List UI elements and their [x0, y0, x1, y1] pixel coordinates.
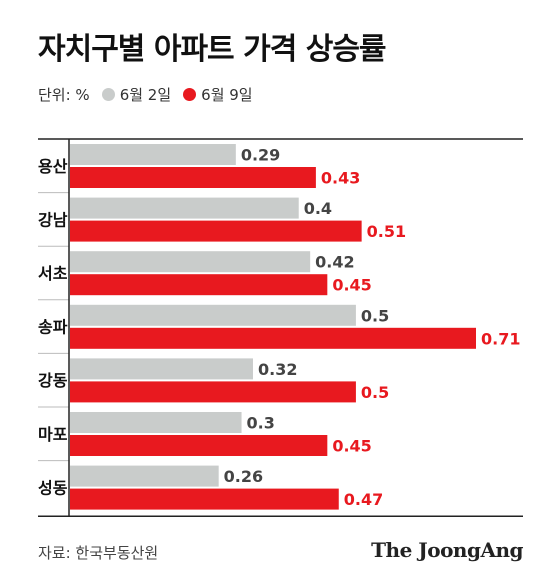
data-label-june-2: 0.3 — [247, 414, 275, 433]
category-label: 강동 — [38, 371, 68, 390]
bar-june-2 — [70, 358, 253, 380]
bar-june-2 — [70, 465, 219, 487]
legend-label-june-2: 6월 2일 — [119, 85, 172, 104]
data-label-june-2: 0.32 — [258, 360, 297, 379]
bar-june-2 — [70, 197, 299, 219]
chart-title: 자치구별 아파트 가격 상승률 — [38, 32, 387, 67]
legend-item-june-2: 6월 2일 — [101, 84, 172, 105]
data-label-june-2: 0.29 — [241, 146, 280, 165]
bar-june-9 — [70, 435, 328, 456]
bar-june-9 — [70, 220, 362, 242]
bar-june-9 — [70, 488, 339, 510]
bar-june-9 — [70, 274, 328, 296]
bar-june-2 — [70, 251, 311, 273]
data-label-june-9: 0.51 — [367, 222, 406, 241]
legend: 단위: % 6월 2일 6월 9일 — [38, 83, 265, 105]
data-label-june-9: 0.45 — [332, 276, 371, 295]
category-label: 성동 — [38, 478, 68, 497]
category-label: 송파 — [38, 318, 68, 337]
bar-june-9 — [70, 327, 476, 349]
data-label-june-2: 0.4 — [304, 199, 332, 218]
category-label: 용산 — [38, 157, 68, 176]
legend-swatch-gray — [101, 87, 115, 101]
bar-june-9 — [70, 167, 316, 188]
data-label-june-9: 0.45 — [332, 437, 371, 456]
bar-june-2 — [70, 412, 242, 433]
publisher-logo: The JoongAng — [371, 538, 523, 562]
bar-june-9 — [70, 381, 356, 403]
legend-swatch-red — [183, 87, 197, 101]
data-label-june-9: 0.5 — [361, 383, 389, 402]
category-label: 강남 — [38, 210, 68, 229]
data-label-june-2: 0.26 — [224, 467, 263, 486]
unit-label: 단위: % — [38, 85, 90, 104]
bar-june-2 — [70, 304, 356, 326]
data-label-june-9: 0.43 — [321, 169, 360, 188]
category-label: 마포 — [38, 425, 68, 444]
legend-label-june-9: 6월 9일 — [201, 85, 253, 104]
data-label-june-9: 0.47 — [344, 490, 383, 509]
source-note: 자료: 한국부동산원 — [38, 544, 159, 562]
legend-item-june-9: 6월 9일 — [183, 84, 253, 105]
category-label: 서초 — [38, 264, 68, 283]
data-label-june-2: 0.42 — [315, 253, 354, 272]
bar-june-2 — [70, 144, 236, 165]
data-label-june-9: 0.71 — [481, 329, 520, 348]
data-label-june-2: 0.5 — [361, 306, 389, 325]
